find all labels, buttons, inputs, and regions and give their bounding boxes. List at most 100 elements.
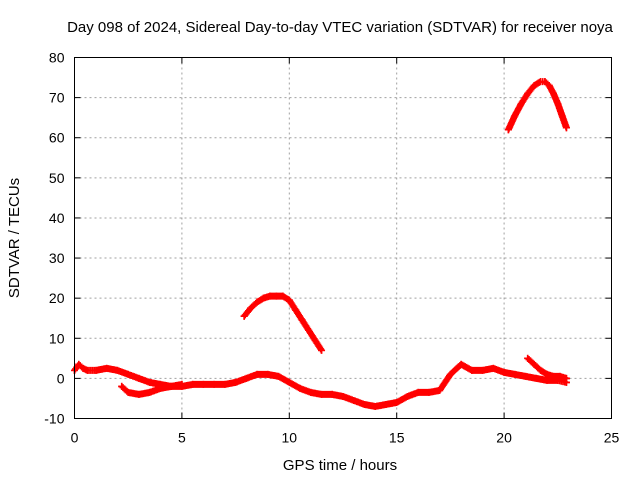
data-layer: [71, 78, 570, 410]
data-point: [511, 112, 519, 120]
data-point: [146, 388, 154, 396]
data-point: [156, 384, 164, 392]
series-sdtvar-arc-late: [504, 78, 570, 134]
y-tick-label: 70: [49, 90, 65, 106]
data-point: [307, 388, 315, 396]
data-point: [504, 126, 512, 134]
data-point: [550, 90, 558, 98]
data-point: [285, 378, 293, 386]
data-point: [285, 296, 293, 304]
data-point: [541, 78, 549, 86]
data-point: [558, 112, 566, 120]
data-point: [543, 370, 551, 378]
data-point: [318, 390, 326, 398]
data-point: [118, 382, 126, 390]
data-point: [92, 366, 100, 374]
data-point: [79, 364, 87, 372]
data-point: [500, 368, 508, 376]
y-tick-label: 40: [49, 210, 65, 226]
data-point: [189, 380, 197, 388]
grid-layer: [74, 57, 612, 419]
y-tick-label: 0: [57, 370, 65, 386]
data-point: [279, 292, 287, 300]
data-point: [532, 374, 540, 382]
data-point: [530, 360, 538, 368]
data-point: [240, 312, 248, 320]
data-point: [247, 304, 255, 312]
data-point: [260, 294, 268, 302]
data-point: [479, 366, 487, 374]
series-sdtvar-lower-branch: [118, 380, 186, 398]
tick-layer: 0 5 10 15 20 25 -10 0 10 20 30 40 50 60 70 80: [44, 50, 619, 446]
data-point: [305, 326, 313, 334]
data-point: [124, 370, 132, 378]
data-point: [75, 360, 83, 368]
y-tick-label: 50: [49, 170, 65, 186]
data-point: [562, 374, 570, 382]
data-point: [550, 372, 558, 380]
data-point: [414, 388, 422, 396]
plot-frame: [74, 57, 612, 419]
data-point: [522, 372, 530, 380]
data-point: [311, 336, 319, 344]
data-point: [339, 392, 347, 400]
data-point: [554, 100, 562, 108]
series-sdtvar-baseline: [71, 360, 570, 410]
data-point: [83, 366, 91, 374]
data-point: [436, 386, 444, 394]
data-markers: [240, 292, 326, 354]
data-point: [371, 402, 379, 410]
y-tick-label: 10: [49, 330, 65, 346]
data-point: [403, 392, 411, 400]
data-point: [382, 400, 390, 408]
data-point: [103, 364, 111, 372]
x-tick-label: 0: [71, 430, 79, 446]
data-point: [266, 292, 274, 300]
x-tick-label: 10: [282, 430, 298, 446]
data-point: [178, 380, 186, 388]
x-tick-label: 5: [178, 430, 186, 446]
data-point: [468, 366, 476, 374]
data-point: [537, 366, 545, 374]
data-point: [221, 380, 229, 388]
data-point: [524, 354, 532, 362]
data-point: [232, 378, 240, 386]
data-point: [545, 82, 553, 90]
data-point: [113, 366, 121, 374]
data-point: [199, 380, 207, 388]
x-tick-label: 15: [389, 430, 405, 446]
data-point: [328, 390, 336, 398]
data-point: [135, 390, 143, 398]
data-point: [517, 100, 525, 108]
data-point: [511, 370, 519, 378]
y-tick-label: 80: [49, 50, 65, 66]
data-point: [562, 124, 570, 132]
y-tick-label: 60: [49, 130, 65, 146]
data-point: [318, 346, 326, 354]
x-tick-label: 25: [604, 430, 620, 446]
data-point: [350, 396, 358, 404]
data-point: [264, 370, 272, 378]
data-point: [253, 370, 261, 378]
data-point: [524, 90, 532, 98]
data-point: [135, 374, 143, 382]
data-point: [272, 292, 280, 300]
y-tick-label: 30: [49, 250, 65, 266]
data-point: [425, 388, 433, 396]
data-point: [489, 364, 497, 372]
data-point: [167, 382, 175, 390]
chart-title: Day 098 of 2024, Sidereal Day-to-day VTE…: [67, 19, 613, 36]
data-point: [146, 378, 154, 386]
data-point: [543, 376, 551, 384]
data-point: [298, 316, 306, 324]
data-point: [393, 398, 401, 406]
data-point: [210, 380, 218, 388]
data-point: [556, 372, 564, 380]
data-point: [530, 82, 538, 90]
y-tick-label: -10: [44, 411, 64, 427]
data-point: [275, 372, 283, 380]
data-point: [242, 374, 250, 382]
data-point: [360, 400, 368, 408]
x-tick-label: 20: [496, 430, 512, 446]
